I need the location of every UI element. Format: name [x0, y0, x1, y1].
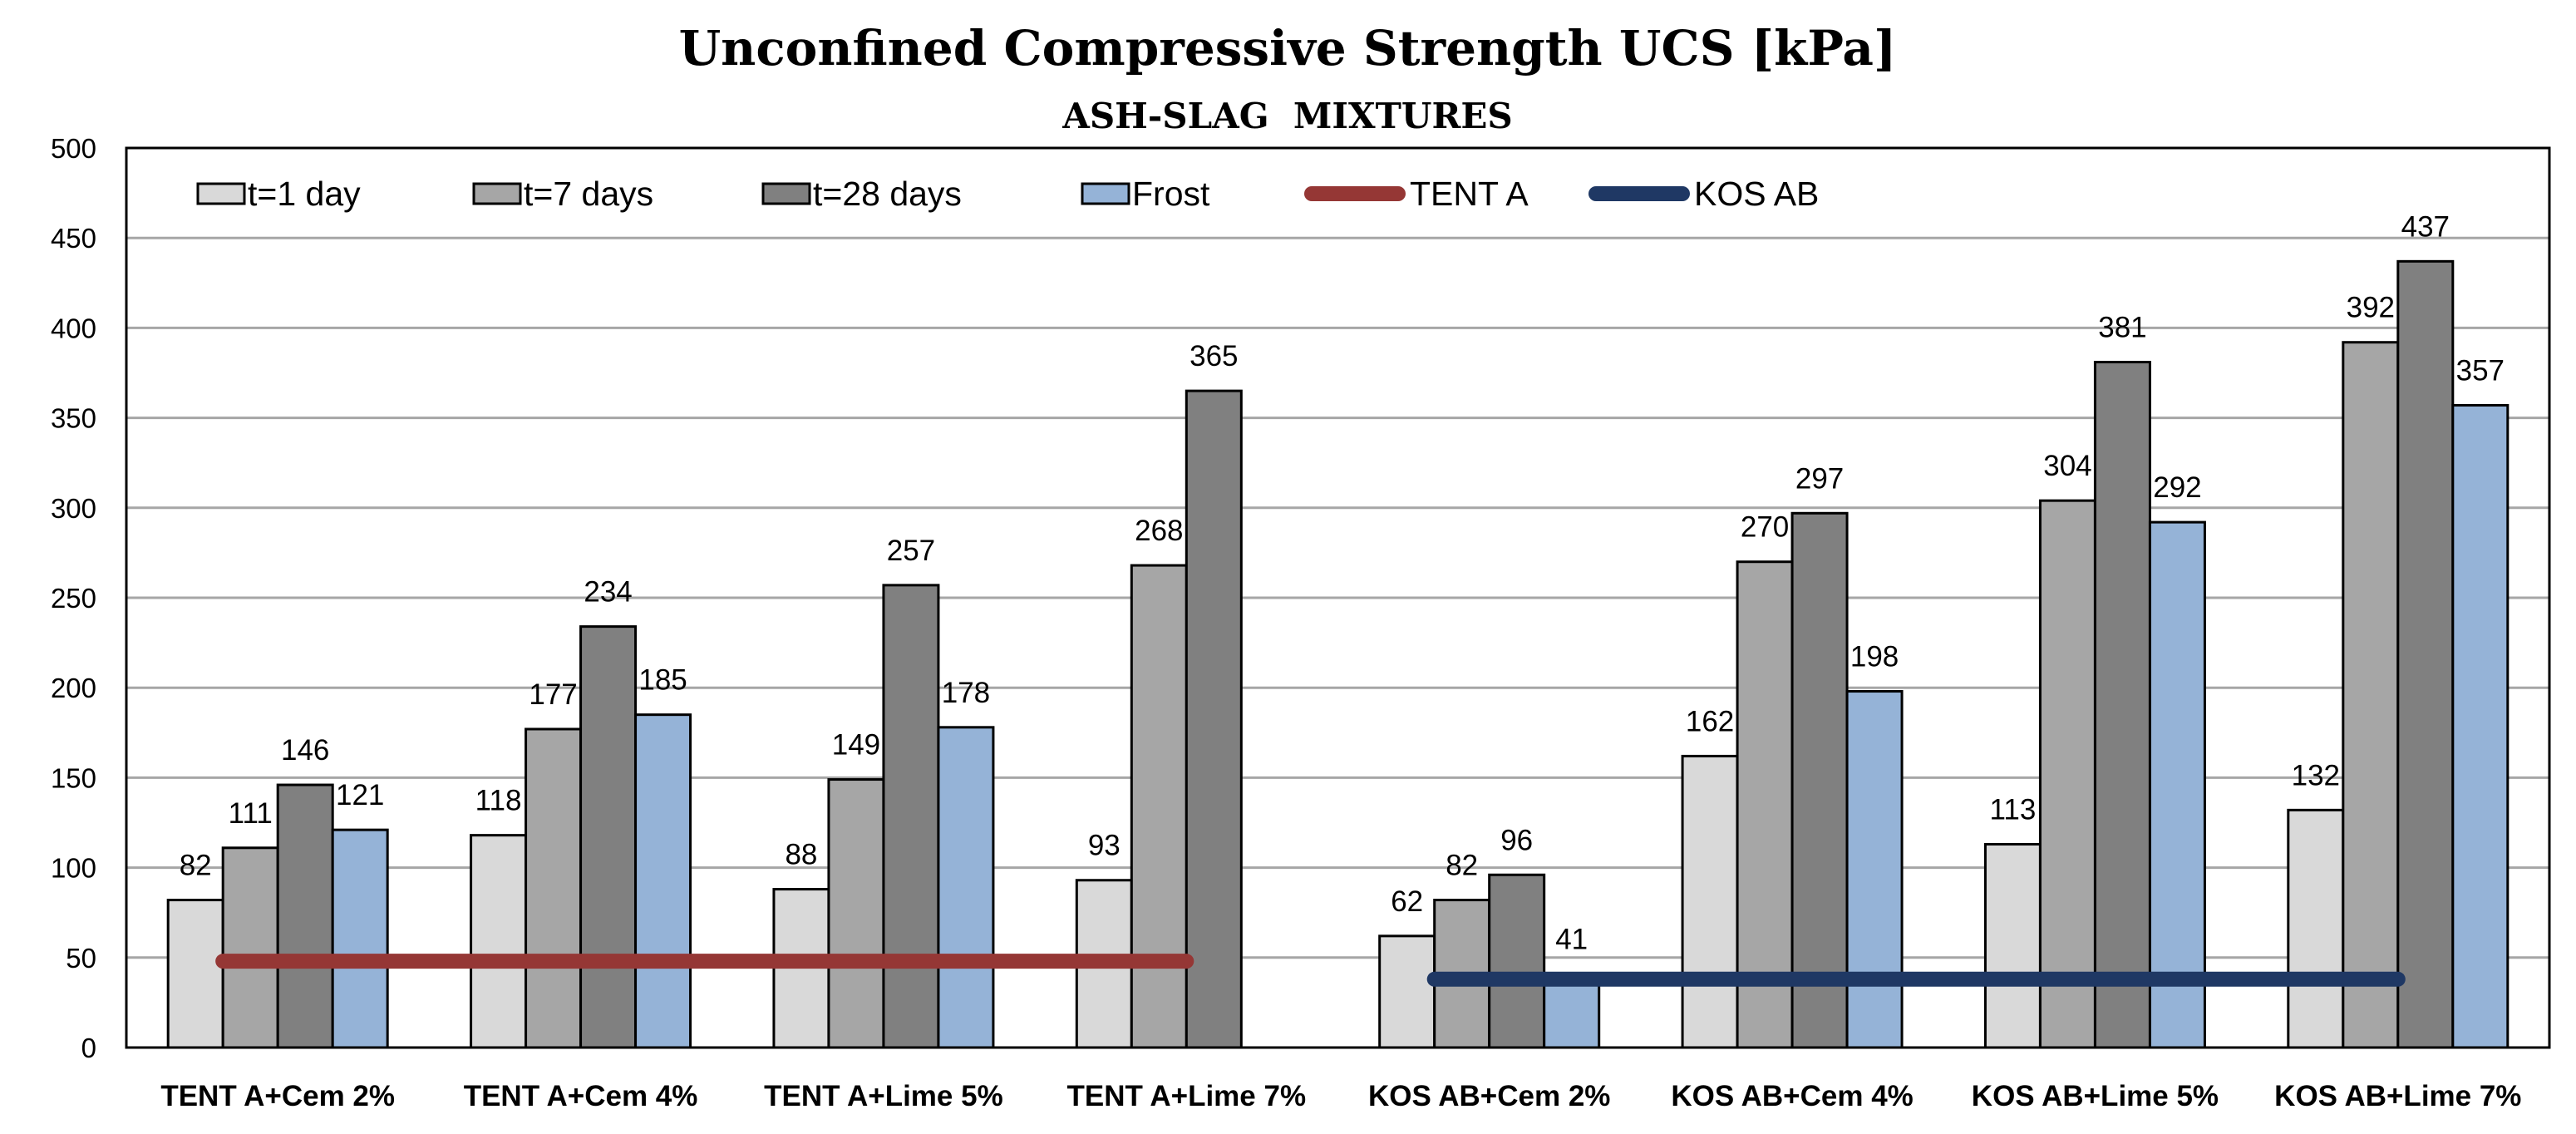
bar [525, 727, 583, 1049]
data-label: 82 [1446, 850, 1478, 882]
bar [1790, 511, 1849, 1049]
bar [221, 846, 279, 1049]
data-label: 82 [180, 850, 212, 882]
y-axis-ticks: 0 50 100 150 200 250 300 350 400 450 500 [51, 133, 96, 1063]
chart-title: Unconfined Compressive Strength UCS [kPa… [679, 20, 1897, 76]
bar [276, 783, 334, 1049]
y-tick-label: 50 [66, 943, 96, 974]
y-tick-label: 100 [51, 853, 96, 884]
data-label: 149 [832, 729, 880, 762]
data-label: 270 [1741, 511, 1789, 544]
data-label: 357 [2456, 354, 2505, 387]
bar [937, 726, 995, 1049]
category-label: TENT A+Cem 4% [464, 1080, 698, 1112]
bar [1983, 842, 2042, 1049]
legend: t=1 day t=7 days t=28 days Frost TENT A KOS A… [196, 175, 1819, 213]
data-label: 88 [785, 839, 817, 871]
legend-label: t=7 days [524, 175, 653, 213]
category-label: TENT A+Cem 2% [160, 1080, 395, 1112]
data-label: 292 [2153, 471, 2201, 504]
data-label: 234 [584, 576, 632, 609]
bar [470, 834, 528, 1049]
x-axis-categories: TENT A+Cem 2% TENT A+Cem 4% TENT A+Lime 5%… [160, 1080, 2521, 1112]
bar [1681, 754, 1739, 1049]
data-label: 93 [1088, 830, 1121, 862]
bar [579, 625, 638, 1049]
data-label: 132 [2292, 759, 2340, 791]
data-label: 121 [336, 779, 384, 811]
data-label: 437 [2401, 210, 2450, 243]
y-tick-label: 250 [51, 583, 96, 614]
data-label: 297 [1795, 462, 1844, 495]
data-label: 257 [887, 535, 935, 567]
bar [2093, 361, 2151, 1049]
bar [2451, 403, 2510, 1049]
bar [1130, 564, 1188, 1049]
legend-label: KOS AB [1694, 175, 1819, 213]
bar [1845, 690, 1904, 1049]
bar [2342, 341, 2400, 1049]
data-label: 381 [2098, 312, 2146, 344]
legend-label: Frost [1132, 175, 1210, 213]
data-label: 113 [1990, 793, 2037, 826]
data-labels: 82 118 88 93 62 162 113 132 111 177 149 268 82 270 304… [180, 210, 2505, 955]
data-label: 162 [1686, 705, 1734, 737]
category-label: TENT A+Lime 7% [1067, 1080, 1307, 1112]
category-label: KOS AB+Cem 2% [1368, 1080, 1610, 1112]
legend-swatch [196, 182, 246, 205]
y-tick-label: 0 [81, 1033, 96, 1063]
category-label: KOS AB+Lime 5% [1972, 1080, 2219, 1112]
legend-label: t=28 days [813, 175, 962, 213]
legend-swatch [472, 182, 522, 205]
legend-swatch [761, 182, 811, 205]
legend-label: t=1 day [248, 175, 361, 213]
data-label: 96 [1500, 824, 1533, 856]
y-tick-label: 300 [51, 493, 96, 524]
bar [882, 584, 940, 1049]
bar [2148, 520, 2206, 1049]
bar [331, 828, 389, 1049]
data-label: 392 [2347, 292, 2395, 324]
category-label: KOS AB+Cem 4% [1671, 1080, 1913, 1112]
data-label: 41 [1555, 923, 1588, 955]
data-label: 178 [942, 677, 990, 709]
data-label: 365 [1189, 340, 1238, 372]
data-label: 198 [1850, 641, 1899, 673]
y-tick-label: 150 [51, 762, 96, 793]
data-label: 111 [229, 797, 273, 830]
plot-border [125, 146, 2551, 1049]
data-label: 185 [638, 664, 687, 697]
bar [827, 778, 885, 1049]
y-tick-label: 200 [51, 673, 96, 703]
reference-lines [215, 954, 2406, 987]
bar [1185, 389, 1243, 1049]
y-tick-label: 500 [51, 133, 96, 164]
bar [2038, 499, 2096, 1049]
data-label: 118 [475, 785, 522, 817]
legend-label: TENT A [1410, 175, 1529, 213]
bar [1488, 873, 1546, 1049]
y-tick-label: 400 [51, 313, 96, 343]
legend-swatch [1081, 182, 1130, 205]
data-label: 146 [281, 734, 329, 767]
y-tick-label: 450 [51, 223, 96, 254]
bar [634, 713, 692, 1049]
bar [166, 899, 224, 1049]
category-label: KOS AB+Lime 7% [2274, 1080, 2521, 1112]
category-label: TENT A+Lime 5% [764, 1080, 1003, 1112]
bar [2287, 808, 2345, 1049]
data-label: 62 [1391, 885, 1423, 918]
bars [166, 259, 2510, 1049]
data-label: 177 [529, 678, 577, 711]
data-label: 304 [2043, 450, 2091, 482]
chart-subtitle: ASH-SLAG MIXTURES [1061, 96, 1512, 136]
bar [2396, 259, 2455, 1049]
y-tick-label: 350 [51, 403, 96, 434]
bar [1378, 934, 1436, 1049]
data-label: 268 [1135, 515, 1183, 547]
